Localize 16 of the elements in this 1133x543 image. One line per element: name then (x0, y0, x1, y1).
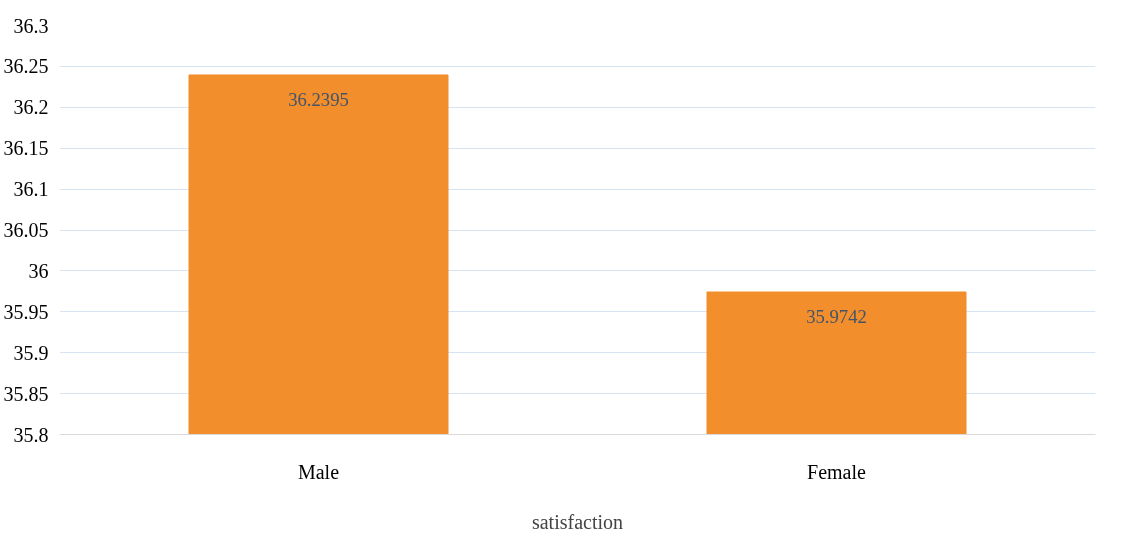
y-tick-label: 36.3 (13, 14, 49, 37)
y-tick-label: 36.15 (3, 137, 49, 160)
y-tick-label: 35.95 (3, 300, 49, 323)
data-label: 36.2395 (288, 88, 349, 110)
y-tick-label: 36 (28, 259, 49, 282)
x-tick-label: Female (807, 460, 867, 483)
y-tick-label: 36.1 (13, 178, 49, 201)
x-axis-title: satisfaction (531, 510, 624, 533)
y-tick-label: 35.8 (13, 423, 49, 446)
data-label: 35.9742 (806, 306, 867, 327)
y-tick-label: 36.2 (13, 96, 49, 119)
x-tick-label: Male (297, 460, 340, 483)
y-tick-label: 35.85 (3, 382, 49, 405)
y-tick-label: 36.05 (3, 219, 49, 241)
y-tick-label: 36.25 (3, 55, 49, 78)
y-tick-label: 35.9 (13, 341, 49, 364)
